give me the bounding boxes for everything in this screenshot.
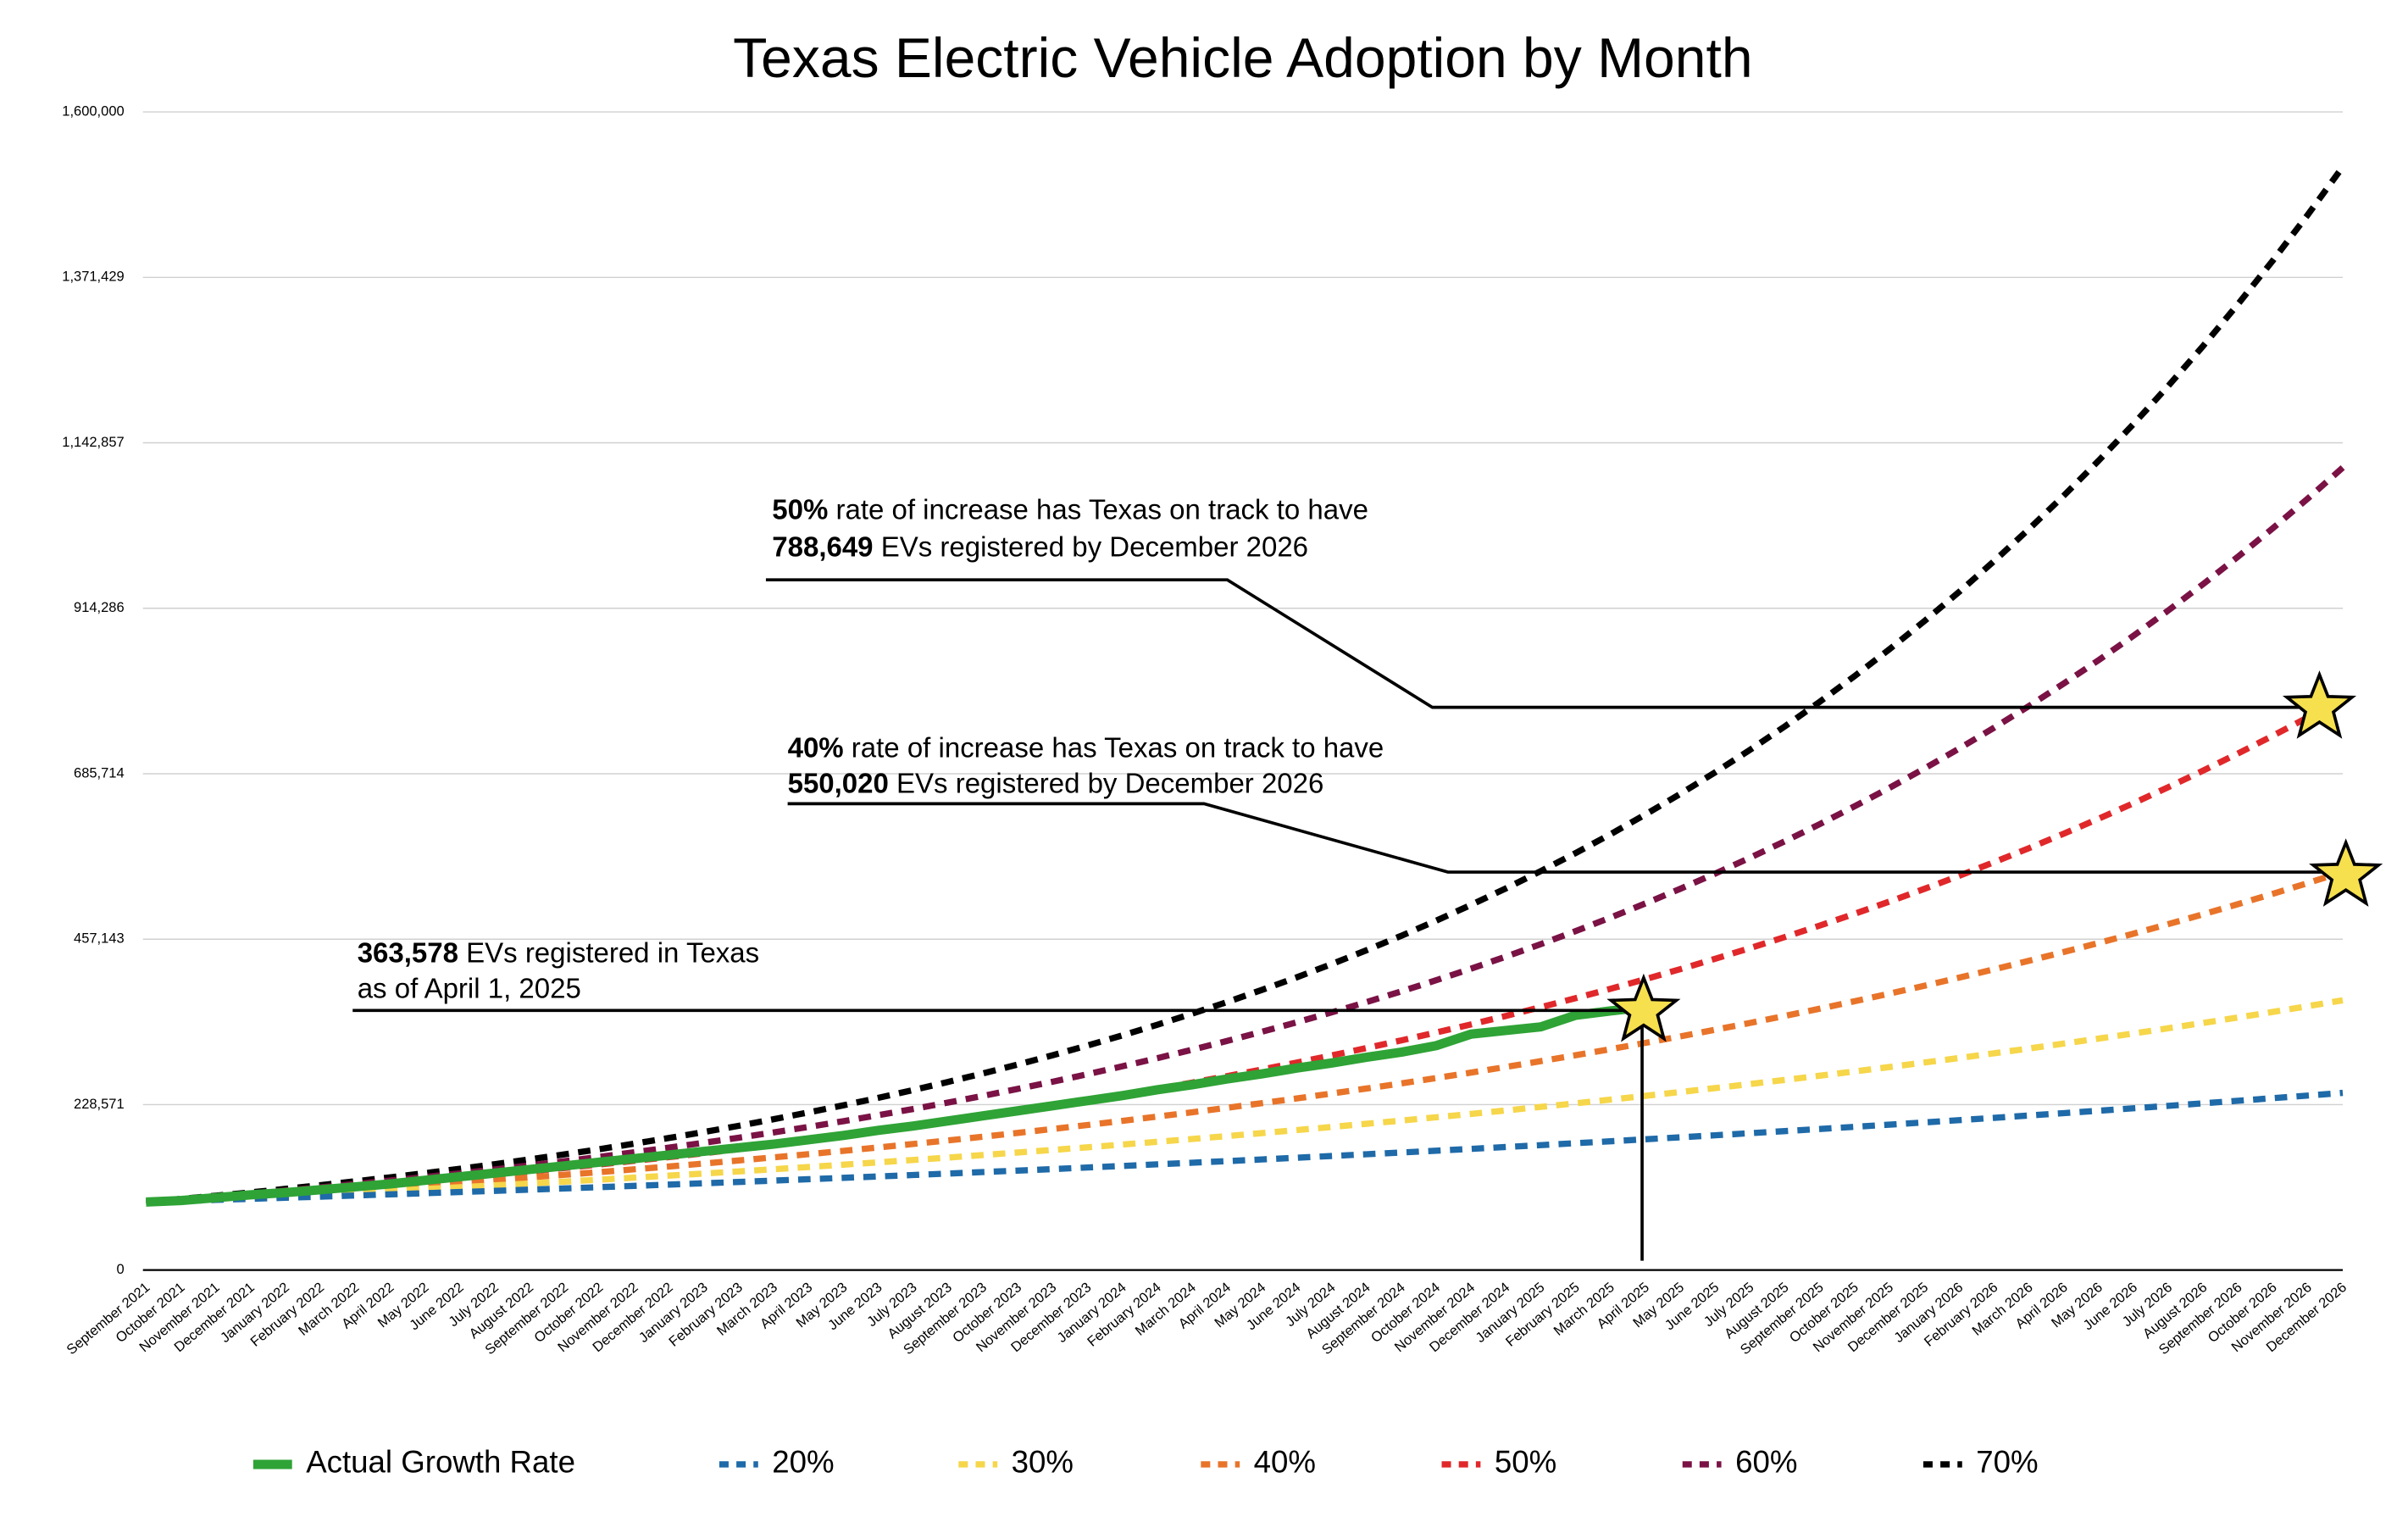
y-tick-label: 1,371,429 — [62, 269, 124, 285]
y-tick-label: 228,571 — [74, 1097, 125, 1112]
y-tick-label: 1,600,000 — [62, 103, 124, 119]
series-line — [146, 1002, 1646, 1207]
chart-title: Texas Electric Vehicle Adoption by Month — [733, 26, 1752, 89]
series-line — [146, 1089, 2344, 1206]
legend-label: 50% — [1495, 1445, 1556, 1480]
annotation: as of April 1, 2025 — [358, 973, 581, 1004]
series-line — [146, 997, 2344, 1206]
annotation-bold: 788,649 — [772, 531, 873, 563]
legend-label: Actual Growth Rate — [306, 1445, 575, 1480]
legend-label: 70% — [1976, 1445, 2038, 1480]
legend-label: 30% — [1012, 1445, 1074, 1480]
annotation: 788,649 EVs registered by December 2026 — [772, 531, 1308, 563]
y-tick-label: 1,142,857 — [62, 435, 124, 450]
series-line — [146, 465, 2345, 1206]
legend-label: 40% — [1254, 1445, 1316, 1480]
annotation-bold: 40% — [788, 731, 844, 763]
annotation-bold: 363,578 — [358, 936, 458, 968]
annotation-text: rate of increase has Texas on track to h… — [844, 731, 1384, 763]
y-tick-label: 457,143 — [74, 931, 125, 947]
annotation-bold: 50% — [772, 494, 828, 525]
annotation: 363,578 EVs registered in Texas — [358, 936, 759, 968]
series-line — [146, 164, 2345, 1206]
y-tick-label: 685,714 — [74, 765, 125, 781]
y-tick-label: 914,286 — [74, 600, 125, 615]
annotation-bold: 550,020 — [788, 768, 889, 799]
legend-label: 60% — [1735, 1445, 1797, 1480]
annotation-text: EVs registered by December 2026 — [889, 768, 1323, 799]
legend-label: 20% — [772, 1445, 834, 1480]
y-tick-label: 0 — [116, 1262, 124, 1277]
annotation-text: EVs registered in Texas — [458, 936, 759, 968]
annotation: 50% rate of increase has Texas on track … — [772, 494, 1368, 525]
annotation: 550,020 EVs registered by December 2026 — [788, 768, 1324, 799]
annotation-text: rate of increase has Texas on track to h… — [828, 494, 1368, 525]
star — [2282, 670, 2357, 739]
annotation: 40% rate of increase has Texas on track … — [788, 731, 1384, 763]
leader-line — [765, 578, 2315, 709]
series-lines — [146, 164, 2345, 1207]
annotation-text: EVs registered by December 2026 — [874, 531, 1308, 563]
legend: Actual Growth Rate 20% 30% 40% 50% 60% 70% — [252, 1445, 2039, 1480]
star — [2309, 838, 2383, 907]
star — [1606, 973, 1681, 1042]
leader-line — [787, 802, 2343, 874]
